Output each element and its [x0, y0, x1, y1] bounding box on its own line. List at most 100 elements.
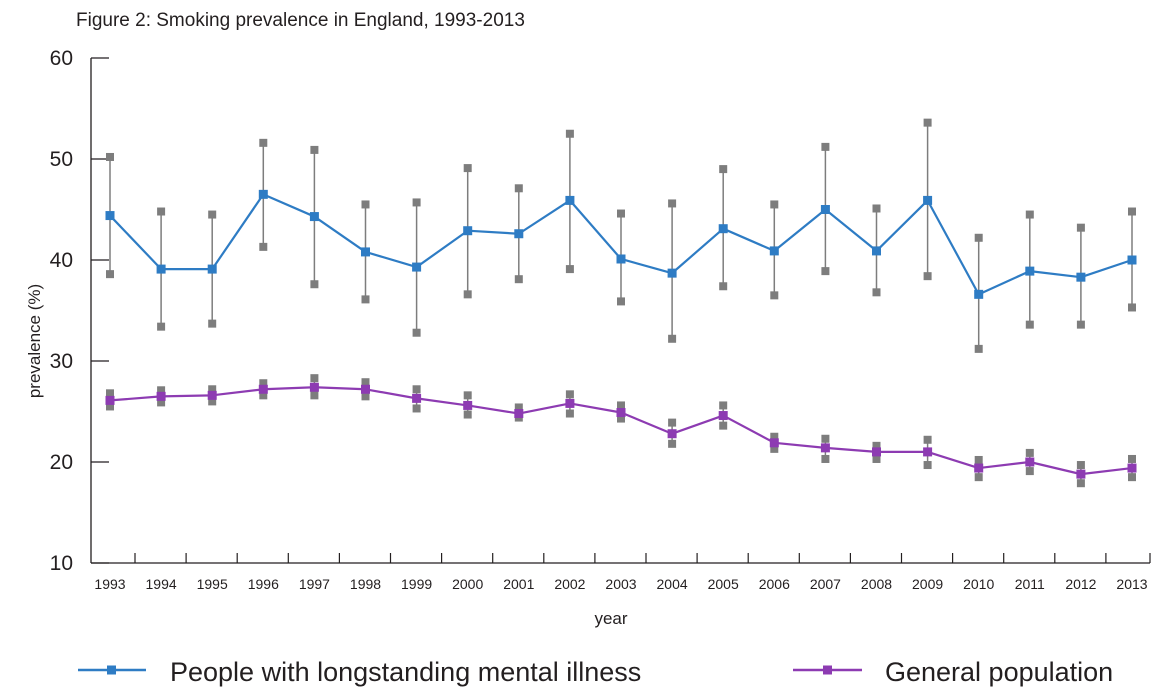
error-cap-low: [361, 295, 370, 304]
data-point: [616, 408, 626, 418]
error-cap-low: [1025, 467, 1034, 476]
series-1: [105, 374, 1137, 488]
error-cap-low: [872, 454, 881, 463]
error-cap-high: [719, 165, 728, 174]
error-cap-high: [923, 118, 932, 127]
legend-item-mental-illness: People with longstanding mental illness: [78, 657, 641, 687]
data-point: [872, 246, 881, 256]
x-tick-label: 2000: [452, 576, 483, 592]
error-cap-low: [1076, 320, 1085, 329]
error-cap-high: [463, 164, 472, 173]
data-point: [1025, 266, 1035, 276]
error-cap-high: [668, 418, 677, 427]
x-tick-label: 2002: [554, 576, 585, 592]
chart-title: Figure 2: Smoking prevalence in England,…: [76, 10, 525, 31]
legend-marker-mental-illness: [107, 665, 116, 675]
error-cap-high: [872, 441, 881, 450]
error-cap-high: [412, 198, 421, 207]
y-tick-label: 40: [50, 249, 73, 272]
data-point: [207, 264, 217, 274]
error-cap-low: [310, 391, 319, 400]
data-point: [1127, 255, 1137, 265]
error-cap-low: [106, 402, 114, 411]
data-point: [820, 205, 830, 214]
error-cap-high: [208, 210, 217, 219]
data-point: [463, 226, 473, 236]
x-tick-label: 2009: [912, 576, 943, 592]
error-cap-low: [719, 421, 728, 430]
error-cap-low: [259, 391, 268, 400]
error-cap-low: [463, 410, 472, 419]
error-cap-low: [157, 398, 166, 407]
error-cap-low: [412, 328, 421, 337]
error-cap-low: [770, 291, 779, 300]
error-cap-low: [514, 275, 523, 284]
data-point: [565, 398, 575, 408]
data-point: [412, 393, 422, 403]
error-cap-low: [463, 290, 472, 299]
data-point: [156, 391, 166, 401]
y-tick-label: 10: [50, 552, 73, 575]
series-layer: [105, 118, 1137, 488]
error-cap-low: [872, 288, 881, 297]
data-point: [616, 254, 626, 264]
data-point: [207, 390, 217, 400]
data-point: [1025, 457, 1035, 467]
data-point: [974, 463, 984, 473]
data-point: [974, 289, 984, 299]
error-cap-low: [1076, 479, 1085, 488]
error-cap-low: [974, 344, 983, 353]
error-cap-high: [259, 138, 268, 147]
x-tick-label: 2012: [1065, 576, 1096, 592]
data-point: [820, 443, 830, 453]
error-cap-high: [923, 435, 932, 444]
data-point: [309, 382, 319, 392]
x-tick-label: 1993: [94, 576, 125, 592]
y-ticks: 10 20 30 40 50 60: [50, 47, 109, 575]
data-point: [514, 229, 524, 239]
error-cap-high: [770, 432, 779, 441]
data-point: [769, 438, 779, 448]
data-point: [923, 447, 933, 457]
error-cap-high: [565, 390, 574, 399]
data-point: [361, 384, 370, 394]
error-cap-low: [157, 322, 166, 331]
error-cap-high: [974, 455, 983, 464]
error-cap-high: [412, 385, 421, 394]
x-tick-label: 2001: [503, 576, 534, 592]
error-cap-high: [361, 378, 370, 387]
x-tick-label: 1997: [299, 576, 330, 592]
error-cap-high: [617, 209, 625, 218]
data-point: [309, 212, 319, 222]
y-tick-label: 20: [50, 451, 73, 474]
error-cap-low: [1128, 303, 1136, 312]
data-point: [412, 262, 422, 272]
data-point: [769, 246, 779, 256]
error-cap-low: [617, 297, 625, 306]
error-cap-high: [106, 152, 114, 161]
error-cap-low: [719, 282, 728, 291]
error-cap-low: [821, 267, 830, 276]
error-cap-high: [1025, 210, 1034, 219]
error-cap-high: [872, 204, 881, 213]
data-point: [156, 264, 166, 274]
x-tick-label: 2010: [963, 576, 994, 592]
error-bars-series-0: [106, 118, 1136, 353]
x-tick-label: 2013: [1116, 576, 1147, 592]
x-tick-label: 2003: [605, 576, 636, 592]
error-cap-high: [157, 207, 166, 216]
axes: [90, 58, 1150, 564]
data-point: [1127, 463, 1137, 473]
error-cap-high: [770, 200, 779, 209]
error-bars-series-1: [106, 374, 1136, 488]
error-cap-high: [157, 386, 166, 395]
error-cap-low: [208, 319, 217, 328]
error-cap-low: [106, 270, 114, 279]
error-cap-high: [1025, 448, 1034, 457]
data-point: [105, 395, 115, 405]
y-tick-label: 60: [50, 47, 73, 70]
error-cap-low: [1128, 473, 1136, 482]
x-tick-label: 2007: [810, 576, 841, 592]
data-point: [361, 247, 370, 257]
